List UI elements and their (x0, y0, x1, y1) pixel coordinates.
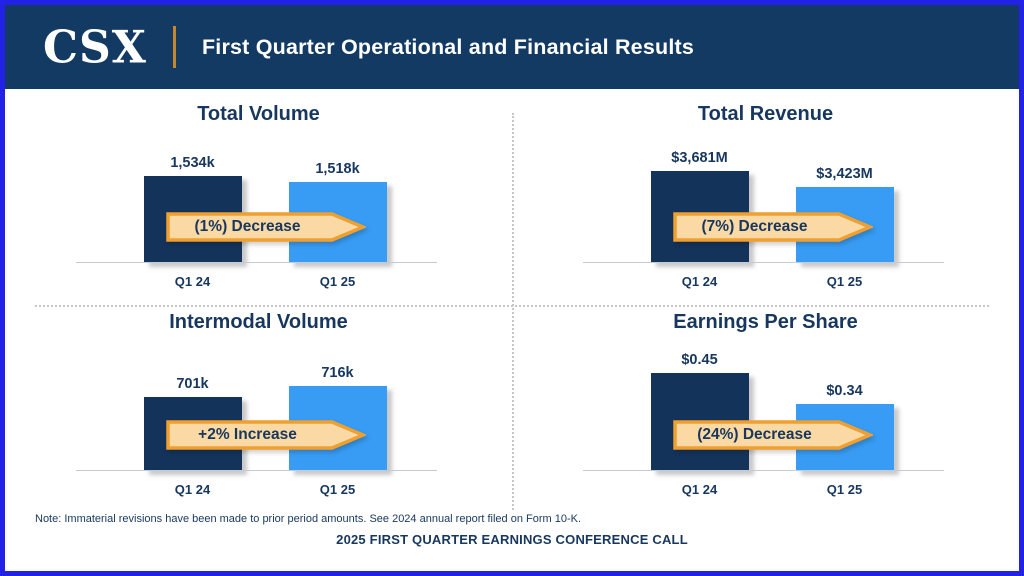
bar-value-label: $0.34 (826, 383, 863, 399)
csx-logo: CSX (43, 20, 147, 74)
change-arrow: +2% Increase (165, 419, 366, 451)
change-arrow: (24%) Decrease (672, 419, 873, 451)
change-label: (7%) Decrease (701, 218, 808, 235)
bar-chart: 701k 716k +2% Increase Q1 24 Q1 25 (75, 339, 437, 497)
bar-value-label: $0.45 (681, 352, 718, 368)
axis-baseline (582, 261, 944, 263)
bar-value-label: $3,681M (671, 150, 728, 166)
bar-chart: $3,681M $3,423M (7%) Decrease Q1 24 Q1 2… (582, 131, 944, 289)
footnote: Note: Immaterial revisions have been mad… (35, 513, 582, 525)
arrow-shape-icon (672, 212, 873, 242)
footer-title: 2025 FIRST QUARTER EARNINGS CONFERENCE C… (336, 532, 688, 547)
x-axis-label: Q1 24 (681, 482, 718, 497)
bar-value-label: 1,534k (170, 155, 215, 171)
chart-total-revenue: Total Revenue $3,681M $3,423M (7%) Decre… (512, 89, 1019, 297)
chart-earnings-per-share: Earnings Per Share $0.45 $0.34 (24%) Dec… (512, 297, 1019, 505)
bar-chart: 1,534k 1,518k (1%) Decrease Q1 24 Q1 25 (75, 131, 437, 289)
bar-value-label: 701k (176, 376, 209, 392)
bar-value-label: $3,423M (816, 166, 873, 182)
header-bar: CSX First Quarter Operational and Financ… (5, 5, 1019, 89)
horizontal-dotted-divider (35, 305, 989, 307)
arrow-shape-icon (165, 212, 366, 242)
chart-title: Total Revenue (697, 103, 834, 125)
x-axis-label: Q1 25 (319, 274, 356, 289)
axis-baseline (75, 469, 437, 471)
bar-value-label: 716k (321, 365, 354, 381)
x-axis-label: Q1 25 (826, 482, 863, 497)
chart-title: Intermodal Volume (169, 311, 348, 333)
bar-value-label: 1,518k (315, 161, 360, 177)
header-gold-divider (172, 26, 176, 68)
chart-title: Earnings Per Share (673, 311, 858, 333)
change-label: (24%) Decrease (697, 426, 812, 443)
change-label: +2% Increase (198, 426, 297, 443)
change-arrow: (7%) Decrease (672, 211, 873, 243)
bar-chart: $0.45 $0.34 (24%) Decrease Q1 24 Q1 25 (582, 339, 944, 497)
chart-intermodal-volume: Intermodal Volume 701k 716k +2% Increase… (5, 297, 512, 505)
change-label: (1%) Decrease (194, 218, 301, 235)
axis-baseline (75, 261, 437, 263)
chart-total-volume: Total Volume 1,534k 1,518k (1%) Decrease… (5, 89, 512, 297)
vertical-dotted-divider (512, 113, 514, 510)
chart-title: Total Volume (197, 103, 320, 125)
arrow-shape-icon (672, 420, 873, 450)
x-axis-label: Q1 24 (174, 482, 211, 497)
arrow-shape-icon (165, 420, 366, 450)
x-axis-label: Q1 24 (681, 274, 718, 289)
change-arrow: (1%) Decrease (165, 211, 366, 243)
quadrant-grid: Total Volume 1,534k 1,518k (1%) Decrease… (5, 89, 1019, 510)
x-axis-label: Q1 25 (826, 274, 863, 289)
x-axis-label: Q1 24 (174, 274, 211, 289)
slide-title: First Quarter Operational and Financial … (201, 34, 695, 59)
x-axis-label: Q1 25 (319, 482, 356, 497)
axis-baseline (582, 469, 944, 471)
